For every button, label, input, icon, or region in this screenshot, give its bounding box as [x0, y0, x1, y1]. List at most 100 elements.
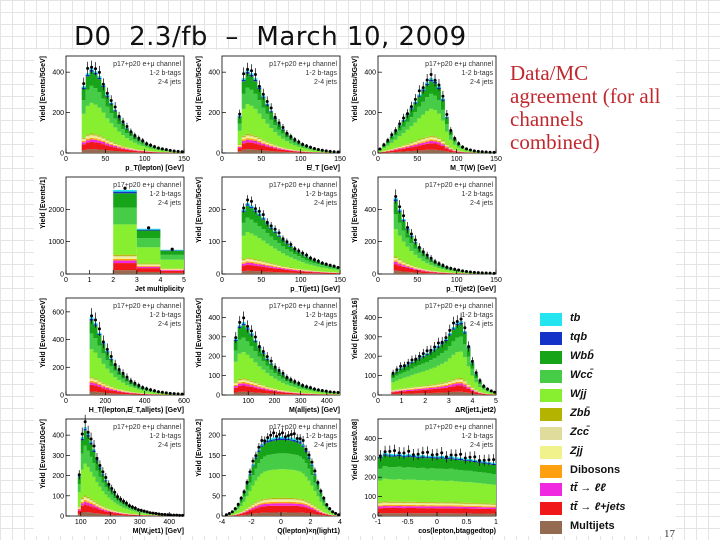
data-point	[313, 258, 316, 261]
x-axis-label: Q(lepton)×η(light1)	[277, 528, 340, 535]
x-tick-label: 150	[490, 277, 502, 284]
data-point	[398, 451, 401, 454]
legend-item: Wjj	[540, 388, 670, 403]
data-point	[437, 83, 440, 86]
chart-annotation: 1-2 b-tags	[461, 433, 493, 440]
data-point	[153, 389, 156, 392]
data-point	[228, 512, 231, 515]
chart-annotation: 1-2 b-tags	[461, 191, 493, 198]
legend-label: Zcc̄	[570, 426, 589, 438]
data-point	[392, 372, 395, 375]
legend-label: Wbb̄	[570, 350, 594, 362]
data-point	[426, 254, 429, 257]
data-point	[137, 508, 140, 511]
data-point	[441, 95, 444, 98]
data-point	[146, 510, 149, 513]
chart-annotation: 2-4 jets	[314, 321, 337, 328]
data-point	[441, 341, 444, 344]
data-point	[334, 512, 337, 515]
data-point	[478, 379, 481, 382]
data-point	[133, 382, 136, 385]
chart-annotation: 1-2 b-tags	[305, 433, 337, 440]
data-point	[274, 116, 277, 119]
data-point	[313, 470, 316, 473]
data-point	[410, 358, 413, 361]
data-point	[333, 150, 336, 153]
data-point	[319, 490, 322, 493]
y-tick-label: 100	[364, 494, 376, 501]
x-tick-label: 300	[295, 398, 307, 405]
data-point	[429, 349, 432, 352]
y-tick-label: 200	[208, 207, 220, 214]
data-point	[231, 510, 234, 513]
legend-label: Zbb̄	[570, 407, 590, 419]
x-tick-label: 1	[494, 519, 498, 526]
data-point	[493, 391, 496, 394]
legend-label: Multijets	[570, 520, 615, 532]
data-point	[143, 510, 146, 513]
data-point	[297, 140, 300, 143]
data-point	[398, 205, 401, 208]
x-tick-label: 1	[400, 398, 404, 405]
chart-annotation: 1-2 b-tags	[305, 312, 337, 319]
stack-bar-segment	[113, 256, 137, 257]
chart-annotation: 1-2 b-tags	[149, 433, 181, 440]
chart-annotation: 1-2 b-tags	[149, 312, 181, 319]
x-axis-label: p_T(lepton) [GeV]	[125, 165, 184, 172]
data-point	[169, 392, 172, 395]
x-tick-label: 200	[269, 398, 281, 405]
x-tick-label: 50	[101, 156, 109, 163]
data-point	[160, 513, 163, 516]
data-point	[113, 491, 116, 494]
chart-annotation: p17+p20 e+μ channel	[269, 182, 337, 189]
data-point	[137, 137, 140, 140]
chart-annotation: 1-2 b-tags	[461, 70, 493, 77]
y-tick-label: 0	[216, 151, 220, 158]
x-tick-label: 1	[88, 277, 92, 284]
stack-bar-segment	[137, 264, 161, 265]
data-point	[434, 79, 437, 82]
chart-annotation: 1-2 b-tags	[305, 70, 337, 77]
data-point	[305, 254, 308, 257]
legend-swatch	[540, 313, 562, 326]
data-point	[281, 431, 284, 434]
y-tick-label: 100	[208, 373, 220, 380]
x-tick-label: 100	[451, 277, 463, 284]
x-tick-label: 2	[423, 398, 427, 405]
data-point	[418, 246, 421, 249]
legend-item: Zcc̄	[540, 426, 670, 441]
y-tick-label: 0	[372, 393, 376, 400]
legend-label: Wjj	[570, 388, 587, 400]
data-point	[102, 340, 105, 343]
y-axis-label: Yield [Events/20GeV]	[40, 298, 47, 368]
data-point	[402, 116, 405, 119]
data-point	[163, 513, 166, 516]
data-point	[293, 380, 296, 383]
data-point	[246, 325, 249, 328]
data-point	[116, 495, 119, 498]
y-axis-label: Yield [Events/10GeV]	[40, 419, 47, 489]
x-tick-label: -0.5	[401, 519, 413, 526]
data-point	[412, 453, 415, 456]
data-point	[98, 71, 101, 74]
data-point	[243, 490, 246, 493]
chart-annotation: p17+p20 e+μ channel	[113, 424, 181, 431]
data-point	[301, 143, 304, 146]
data-point	[266, 221, 269, 224]
data-point	[328, 507, 331, 510]
data-point	[293, 432, 296, 435]
data-point	[308, 453, 311, 456]
x-tick-label: 0	[376, 277, 380, 284]
legend-item: Zjj	[540, 445, 670, 460]
slide-title: D0 2.3/fb – March 10, 2009	[74, 22, 467, 52]
data-point	[258, 345, 261, 348]
data-point	[242, 72, 245, 75]
y-axis-label: Yield [Events/0.08]	[352, 419, 359, 481]
stack-bar-segment	[137, 266, 161, 267]
stack-bar-segment	[137, 272, 161, 274]
data-point	[107, 483, 110, 486]
